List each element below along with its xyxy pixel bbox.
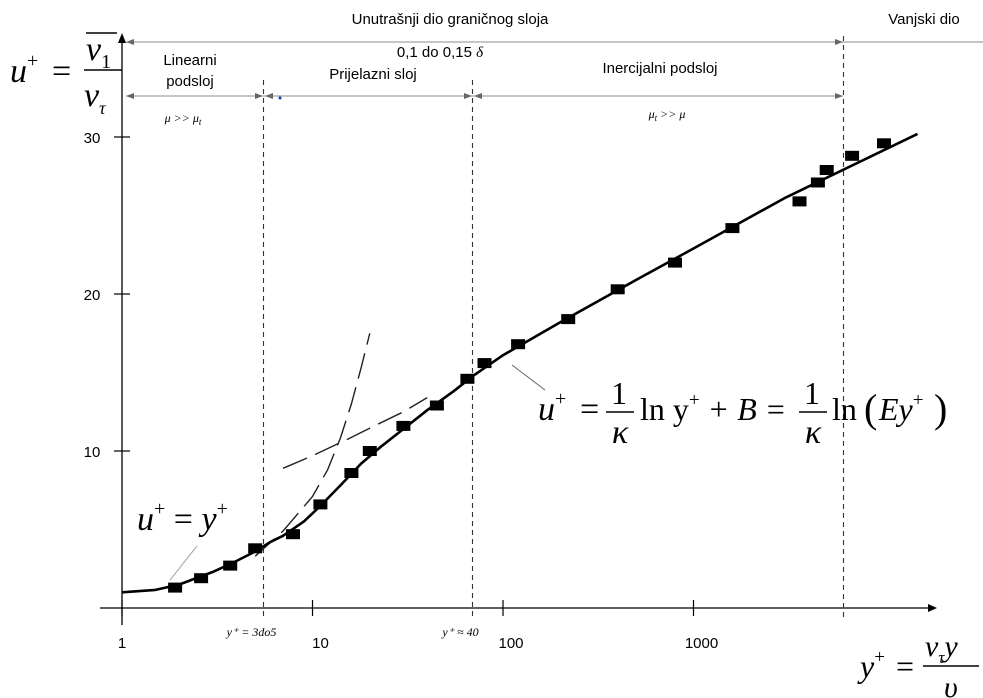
data-point-marker bbox=[477, 358, 492, 369]
svg-text:ln y+ + B =: ln y+ + B = bbox=[640, 390, 786, 427]
region-lines bbox=[126, 39, 983, 100]
boundaries: y⁺ = 3do5 y⁺ ≈ 40 bbox=[226, 36, 845, 639]
ticks: 1 10 100 1000 10 20 30 bbox=[84, 130, 719, 652]
svg-text:=: = bbox=[580, 391, 599, 428]
svg-text:u+: u+ bbox=[538, 388, 566, 428]
boundary-label: y⁺ ≈ 40 bbox=[441, 625, 478, 639]
data-point-marker bbox=[223, 560, 238, 571]
svg-text:u+: u+ bbox=[10, 50, 38, 90]
data-point-marker bbox=[561, 314, 576, 325]
svg-text:v1: v1 bbox=[86, 31, 111, 73]
inner-layer-label: Unutrašnji dio graničnog sloja bbox=[352, 11, 549, 28]
data-point-marker bbox=[396, 420, 411, 431]
data-point-marker bbox=[313, 499, 328, 510]
boundary2-arrow-left bbox=[464, 93, 472, 99]
markers bbox=[168, 138, 891, 593]
data-point-marker bbox=[511, 339, 526, 350]
y-axis-formula: u+ = v1 vτ bbox=[10, 31, 122, 118]
data-point-marker bbox=[819, 165, 834, 175]
x-tick-label: 1000 bbox=[685, 635, 718, 652]
boundary2-arrow-right bbox=[474, 93, 482, 99]
boundary1-arrow-left bbox=[255, 93, 263, 99]
viscosity-linear-label: μ >> μt bbox=[164, 111, 202, 127]
svg-text:u+ = y+: u+ = y+ bbox=[137, 498, 228, 538]
inertial-sublayer-label: Inercijalni podsloj bbox=[602, 60, 717, 77]
linear-label-pointer bbox=[169, 545, 198, 581]
data-point-marker bbox=[168, 582, 183, 593]
loglaw-label-pointer bbox=[511, 364, 546, 391]
data-point-marker bbox=[725, 223, 740, 234]
x-tick-label: 100 bbox=[498, 635, 523, 652]
svg-text:κ: κ bbox=[612, 414, 629, 451]
sublayer-arrow-right bbox=[835, 93, 843, 99]
boundary-label: y⁺ = 3do5 bbox=[226, 625, 277, 639]
buffer-layer-label: Prijelazni sloj bbox=[329, 66, 417, 83]
x-axis-arrow bbox=[928, 604, 937, 612]
sublayer-arrow-left bbox=[126, 93, 134, 99]
viscosity-inertial-label: μt >> μ bbox=[648, 107, 686, 123]
svg-text:1: 1 bbox=[804, 375, 820, 411]
svg-text:vτy: vτy bbox=[925, 630, 958, 667]
delta-range-label: 0,1 do 0,15 δ bbox=[397, 44, 484, 61]
svg-text:ln: ln bbox=[832, 391, 857, 427]
linear-sublayer-label-1: Linearni bbox=[163, 52, 216, 69]
linear-law-formula: u+ = y+ bbox=[137, 498, 228, 538]
data-point-marker bbox=[248, 543, 263, 554]
svg-text:y+: y+ bbox=[857, 647, 885, 684]
svg-text:Ey+: Ey+ bbox=[878, 390, 923, 427]
data-point-marker bbox=[877, 138, 891, 149]
svg-text:vτ: vτ bbox=[84, 77, 106, 118]
svg-text:=: = bbox=[896, 648, 914, 684]
data-point-marker bbox=[792, 196, 807, 207]
svg-text:(: ( bbox=[864, 386, 877, 431]
data-point-marker bbox=[845, 150, 860, 161]
data-point-marker bbox=[810, 177, 825, 188]
svg-text:υ: υ bbox=[944, 671, 958, 698]
data-point-marker bbox=[344, 468, 359, 478]
x-tick-label: 10 bbox=[312, 635, 329, 652]
axes bbox=[100, 33, 937, 625]
data-point-marker bbox=[286, 529, 300, 540]
y-tick-label: 30 bbox=[84, 130, 101, 147]
log-law-extension-curve bbox=[282, 396, 428, 469]
data-point-marker bbox=[460, 373, 475, 384]
data-point-marker bbox=[362, 446, 377, 456]
y-axis-arrow bbox=[118, 33, 126, 43]
svg-text:=: = bbox=[52, 53, 71, 90]
linear-sublayer-curve bbox=[254, 333, 371, 557]
log-law-formula: u+ = 1 κ ln y+ + B = 1 κ ln ( Ey+ ) bbox=[538, 375, 947, 451]
data-point-marker bbox=[610, 284, 625, 295]
inner-layer-arrow-left bbox=[126, 39, 134, 45]
outer-part-label: Vanjski dio bbox=[888, 11, 959, 28]
inner-layer-arrow-right bbox=[835, 39, 843, 45]
linear-sublayer-label-2: podsloj bbox=[166, 73, 214, 90]
svg-text:κ: κ bbox=[805, 414, 822, 451]
x-tick-label: 1 bbox=[118, 635, 126, 652]
svg-text:): ) bbox=[934, 386, 947, 431]
stray-dot bbox=[278, 96, 282, 100]
data-point-marker bbox=[429, 400, 444, 411]
y-tick-label: 10 bbox=[84, 444, 101, 461]
boundary1-arrow-right bbox=[265, 93, 273, 99]
data-point-marker bbox=[668, 257, 682, 268]
data-point-marker bbox=[194, 573, 209, 584]
x-axis-formula: y+ = vτy υ bbox=[857, 630, 979, 698]
svg-text:1: 1 bbox=[611, 375, 627, 411]
y-tick-label: 20 bbox=[84, 287, 101, 304]
